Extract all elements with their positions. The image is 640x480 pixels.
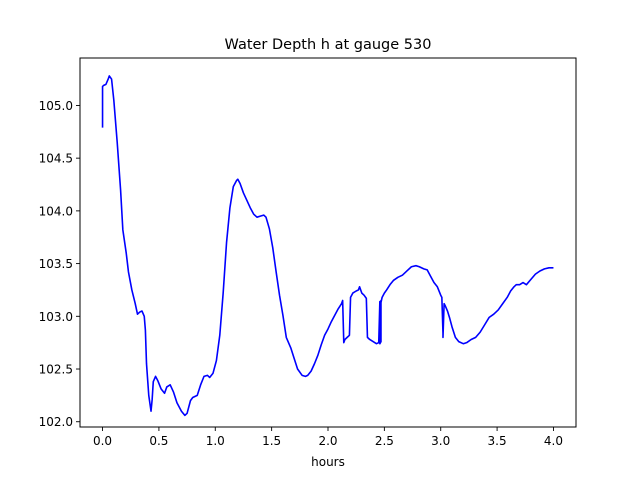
y-tick-label: 104.0 <box>39 204 73 218</box>
x-axis: 0.0 0.5 1.0 1.5 2.0 2.5 3.0 3.5 4.0 <box>93 427 563 448</box>
x-tick-label: 4.0 <box>544 434 563 448</box>
series-line <box>101 75 554 417</box>
x-tick-label: 2.5 <box>375 434 394 448</box>
y-tick-label: 104.5 <box>39 152 73 166</box>
x-tick-label: 1.0 <box>206 434 225 448</box>
x-tick-label: 1.5 <box>262 434 281 448</box>
y-axis: 102.0 102.5 103.0 103.5 104.0 104.5 105.0 <box>39 99 80 429</box>
plot-background <box>80 58 576 427</box>
y-tick-label: 102.0 <box>39 415 73 429</box>
y-tick-label: 103.0 <box>39 310 73 324</box>
y-tick-label: 105.0 <box>39 99 73 113</box>
x-axis-label: hours <box>311 455 345 469</box>
x-tick-label: 0.5 <box>149 434 168 448</box>
x-tick-label: 2.0 <box>318 434 337 448</box>
series-layer <box>101 75 554 417</box>
y-tick-label: 103.5 <box>39 257 73 271</box>
x-tick-label: 0.0 <box>93 434 112 448</box>
plot-area <box>80 58 576 427</box>
x-tick-label: 3.5 <box>488 434 507 448</box>
y-tick-label: 102.5 <box>39 363 73 377</box>
chart-title: Water Depth h at gauge 530 <box>225 37 432 53</box>
x-tick-label: 3.0 <box>431 434 450 448</box>
